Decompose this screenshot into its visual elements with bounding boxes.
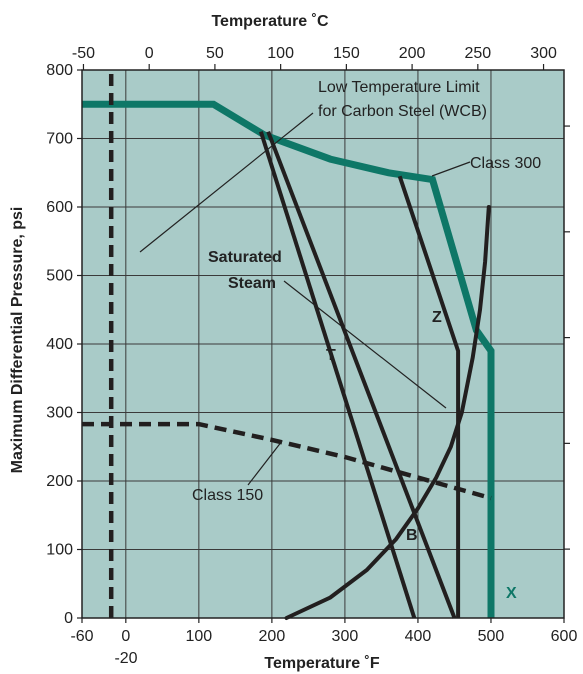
series-label-T: T <box>326 347 336 364</box>
class150-label: Class 150 <box>192 487 263 504</box>
y-tick-label: 500 <box>46 268 73 285</box>
series-label-X: X <box>506 585 517 602</box>
series-label-Z: Z <box>432 309 442 326</box>
class150-leader <box>247 440 283 486</box>
series-label-B: B <box>406 527 418 544</box>
class300-leader <box>431 161 471 177</box>
y-tick-label: 600 <box>46 199 73 216</box>
x2-tick-label: 250 <box>464 45 491 62</box>
x-tick-label: 100 <box>185 628 212 645</box>
y-axis-title: Maximum Differential Pressure, psi <box>9 207 26 474</box>
low-temp-limit-label-1: Low Temperature Limit <box>318 79 480 96</box>
x-tick-label: 300 <box>332 628 359 645</box>
series-saturated-steam <box>284 205 491 620</box>
x-tick-label: 0 <box>121 628 130 645</box>
x2-tick-label: -50 <box>72 45 95 62</box>
series-class-300 <box>82 100 495 618</box>
y-tick-label: 100 <box>46 542 73 559</box>
saturated-steam-label-2: Steam <box>228 275 276 292</box>
x2-axis-ticks: -50 0 50 100 150 200 250 300 <box>72 45 557 70</box>
x2-tick-label: 100 <box>267 45 294 62</box>
y-axis-ticks: 0 100 200 300 400 500 600 700 800 <box>46 62 82 627</box>
x2-axis-title: Temperature ˚C <box>211 13 329 30</box>
low-temp-limit-label-2: for Carbon Steel (WCB) <box>318 103 487 120</box>
x2-tick-label: 0 <box>145 45 154 62</box>
series-z <box>397 175 461 618</box>
annotation-leaders <box>139 112 471 486</box>
x2-tick-label: 300 <box>530 45 557 62</box>
right-axis-ticks <box>564 125 570 550</box>
y-tick-label: 300 <box>46 405 73 422</box>
saturated-steam-leader <box>283 280 447 409</box>
series-b <box>266 130 457 619</box>
series-layer <box>82 70 495 620</box>
x-axis-title: Temperature ˚F <box>264 655 380 672</box>
saturated-steam-label-1: Saturated <box>208 249 282 266</box>
class300-label: Class 300 <box>470 155 541 172</box>
x-axis-ticks: -60 0 100 200 300 400 500 600 <box>70 618 577 645</box>
series-class-150 <box>82 421 492 501</box>
x-tick-label: 200 <box>259 628 286 645</box>
y-tick-label: 200 <box>46 473 73 490</box>
x-tick-label: 600 <box>551 628 578 645</box>
x-tick-extra-minus20: -20 <box>114 650 137 667</box>
y-tick-label: 400 <box>46 336 73 353</box>
x2-tick-label: 200 <box>399 45 426 62</box>
low-temp-leader <box>139 112 314 253</box>
y-tick-label: 0 <box>64 610 73 627</box>
series-t <box>258 131 417 619</box>
y-tick-label: 700 <box>46 131 73 148</box>
x2-tick-label: 50 <box>206 45 224 62</box>
x-tick-label: 400 <box>405 628 432 645</box>
x2-tick-label: 150 <box>333 45 360 62</box>
y-tick-label: 800 <box>46 62 73 79</box>
x-tick-label: 500 <box>478 628 505 645</box>
x-tick-label: -60 <box>70 628 93 645</box>
